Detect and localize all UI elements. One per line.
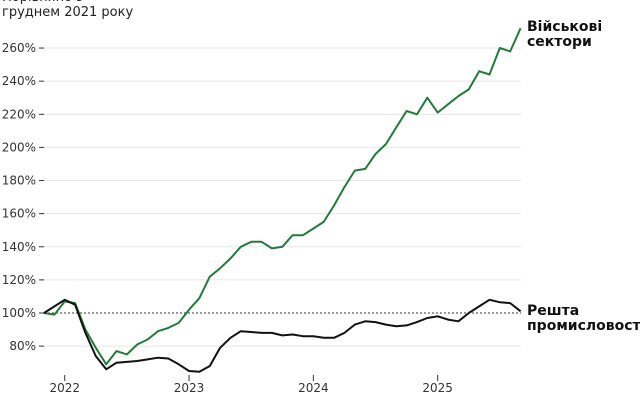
series-line-1 [43,298,522,373]
y-tick-label: 120% [2,273,36,287]
y-tick-label: 140% [2,240,36,254]
y-tick-label: 240% [2,74,36,88]
y-tick-label: 100% [2,306,36,320]
y-tick-label: 80% [9,339,36,353]
series-line-0 [43,27,522,366]
y-tick-label: 220% [2,107,36,121]
chart-subtitle: Порівняно з груднем 2021 року [2,0,134,20]
x-tick-label: 2025 [422,381,453,395]
series-label: Військові [527,19,602,35]
series-label: промисловості [527,318,640,334]
x-tick-label: 2022 [49,381,80,395]
x-tick-label: 2023 [174,381,205,395]
series-label: сектори [527,34,592,50]
y-tick-label: 260% [2,41,36,55]
y-tick-label: 180% [2,174,36,188]
x-tick-label: 2024 [298,381,329,395]
y-tick-label: 200% [2,140,36,154]
y-tick-label: 160% [2,207,36,221]
series-label: Решта [527,303,579,319]
